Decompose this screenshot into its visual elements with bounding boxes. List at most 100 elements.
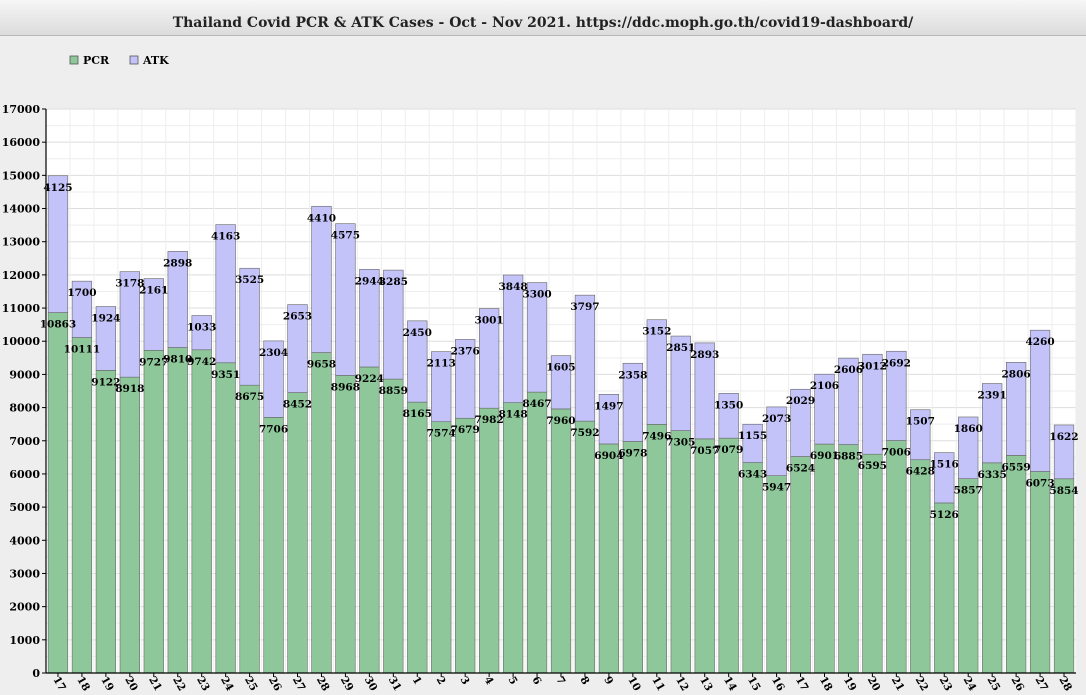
x-tick-label: 19 (841, 675, 859, 694)
data-label-pcr: 6978 (618, 447, 647, 459)
x-tick-label: 31 (386, 675, 404, 694)
data-label-atk: 2653 (283, 311, 312, 323)
x-tick-label: 5 (505, 675, 519, 687)
data-label-atk: 1622 (1049, 431, 1078, 443)
bar-pcr (862, 453, 883, 674)
y-tick-label: 11000 (2, 302, 41, 315)
data-label-pcr: 9224 (355, 373, 384, 385)
data-label-pcr: 7960 (546, 415, 575, 427)
data-label-atk: 4410 (307, 212, 336, 224)
data-label-atk: 2376 (451, 345, 480, 357)
bar-pcr (215, 362, 236, 674)
x-tick-label: 14 (721, 675, 739, 694)
data-label-pcr: 6335 (978, 469, 1007, 481)
x-tick-label: 9 (601, 675, 615, 687)
data-label-atk: 2806 (1001, 368, 1030, 380)
bar-atk (694, 342, 715, 440)
data-label-atk: 2358 (618, 369, 647, 381)
bar-atk (502, 274, 524, 403)
bar-pcr (167, 347, 188, 674)
x-tick-label: 17 (50, 675, 68, 694)
bar-pcr (694, 438, 715, 674)
data-label-pcr: 8859 (379, 385, 408, 397)
y-tick-label: 10000 (2, 335, 41, 348)
bar-pcr (766, 475, 787, 674)
data-label-atk: 4163 (211, 231, 240, 243)
bar-pcr (550, 408, 572, 674)
chart-title: Thailand Covid PCR & ATK Cases - Oct - N… (172, 15, 914, 31)
data-label-pcr: 6885 (834, 451, 863, 463)
data-label-atk: 3001 (475, 315, 504, 327)
data-label-atk: 1507 (906, 416, 935, 428)
bar-pcr (407, 401, 428, 674)
bar-pcr (263, 417, 284, 674)
y-tick-label: 1000 (9, 634, 40, 647)
x-tick-label: 28 (314, 675, 332, 694)
bar-atk (359, 269, 380, 368)
data-label-atk: 2073 (762, 413, 791, 425)
y-tick-label: 7000 (9, 435, 40, 448)
x-tick-label: 24 (218, 675, 236, 694)
x-tick-label: 27 (290, 675, 308, 694)
bar-atk (718, 393, 739, 439)
data-label-pcr: 7006 (882, 447, 911, 459)
bar-pcr (239, 384, 260, 674)
y-tick-label: 16000 (2, 136, 41, 149)
bar-atk (455, 339, 476, 419)
bar-atk (646, 319, 667, 425)
data-label-pcr: 6073 (1025, 478, 1054, 490)
y-tick-label: 4000 (9, 534, 40, 547)
bar-pcr (335, 375, 356, 674)
bar-atk (119, 271, 140, 378)
bar-pcr (311, 352, 332, 674)
bar-atk (1029, 329, 1051, 472)
y-tick-label: 0 (32, 667, 40, 680)
y-tick-label: 8000 (9, 402, 40, 415)
bar-pcr (47, 312, 69, 674)
data-label-pcr: 6904 (594, 450, 623, 462)
data-label-atk: 2944 (355, 275, 384, 287)
bar-atk (766, 406, 787, 476)
bar-atk (790, 388, 811, 457)
bar-atk (167, 251, 188, 348)
bar-atk (886, 350, 907, 441)
y-tick-label: 9000 (9, 368, 40, 381)
x-tick-label: 21 (889, 675, 907, 694)
x-tick-label: 22 (170, 675, 188, 694)
data-label-pcr: 7079 (714, 444, 743, 456)
x-tick-label: 26 (1009, 675, 1027, 694)
data-label-atk: 4260 (1025, 336, 1054, 348)
bar-atk (622, 362, 643, 442)
bar-atk (934, 452, 955, 504)
x-tick-label: 17 (793, 675, 811, 694)
bar-pcr (287, 392, 308, 674)
data-label-atk: 2161 (139, 285, 168, 297)
data-label-atk: 1605 (546, 362, 575, 374)
bar-atk (910, 409, 931, 461)
bar-atk (574, 294, 596, 422)
data-label-atk: 2304 (259, 347, 288, 359)
x-tick-label: 25 (985, 675, 1003, 694)
x-tick-label: 26 (266, 675, 284, 694)
bar-pcr (431, 421, 452, 674)
data-label-atk: 3525 (235, 274, 264, 286)
data-labels: 10863 4125 10111 1700 9122 1924 8918 3178 9727 21… (40, 182, 1079, 521)
data-label-atk: 2029 (786, 395, 815, 407)
data-label-pcr: 5126 (930, 509, 959, 521)
data-label-atk: 3848 (498, 281, 527, 293)
bar-atk (215, 224, 236, 364)
bar-pcr (1053, 478, 1075, 674)
x-tick-label: 11 (649, 675, 667, 694)
bar-pcr (95, 370, 117, 674)
bar-atk (1005, 362, 1027, 456)
y-tick-label: 5000 (9, 501, 40, 514)
y-tick-label: 6000 (9, 468, 40, 481)
data-label-pcr: 8675 (235, 391, 264, 403)
bar-atk (862, 353, 883, 455)
bar-atk (335, 223, 356, 376)
y-tick-label: 12000 (2, 269, 41, 282)
x-tick-label: 19 (98, 675, 116, 694)
bar-pcr (790, 456, 811, 674)
bar-atk (47, 175, 69, 313)
